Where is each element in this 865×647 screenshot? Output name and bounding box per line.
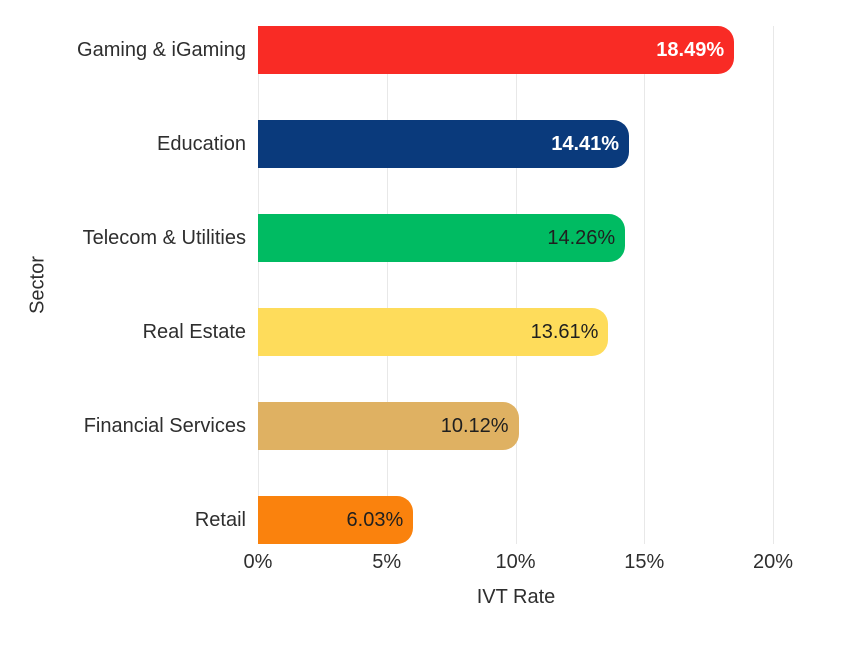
value-label: 13.61%	[530, 320, 599, 343]
value-label: 10.12%	[440, 414, 509, 437]
gridline	[386, 26, 388, 544]
category-label: Gaming & iGaming	[77, 39, 246, 61]
bar-row: Gaming & iGaming 18.49%	[0, 26, 865, 74]
category-label: Financial Services	[83, 415, 246, 437]
bar: 13.61%	[258, 308, 609, 356]
x-tick-label: 5%	[372, 551, 402, 573]
category-label: Retail	[194, 509, 246, 531]
gridline	[515, 26, 517, 544]
x-tick-label: 10%	[495, 551, 536, 573]
gridline	[644, 26, 646, 544]
bar-row: Telecom & Utilities 14.26%	[0, 214, 865, 262]
bar: 6.03%	[258, 496, 414, 544]
category-label: Education	[157, 133, 246, 155]
bar: 14.41%	[258, 120, 630, 168]
bar-row: Financial Services 10.12%	[0, 402, 865, 450]
x-axis-title: IVT Rate	[476, 586, 556, 608]
category-label: Real Estate	[142, 321, 246, 343]
value-label: 14.41%	[551, 132, 620, 155]
bar: 10.12%	[258, 402, 519, 450]
bar-row: Real Estate 13.61%	[0, 308, 865, 356]
gridline	[258, 26, 259, 544]
x-tick-label: 20%	[752, 551, 794, 573]
bar-row: Retail 6.03%	[0, 496, 865, 544]
value-label: 6.03%	[346, 508, 404, 531]
bar: 18.49%	[258, 26, 735, 74]
x-tick-label: 0%	[243, 551, 273, 573]
x-tick-label: 15%	[624, 551, 665, 573]
y-axis-title: Sector	[26, 256, 49, 314]
bar-row: Education 14.41%	[0, 120, 865, 168]
value-label: 18.49%	[656, 38, 725, 61]
value-label: 14.26%	[547, 226, 616, 249]
category-label: Telecom & Utilities	[82, 227, 246, 249]
gridline	[773, 26, 774, 544]
bar: 14.26%	[258, 214, 626, 262]
